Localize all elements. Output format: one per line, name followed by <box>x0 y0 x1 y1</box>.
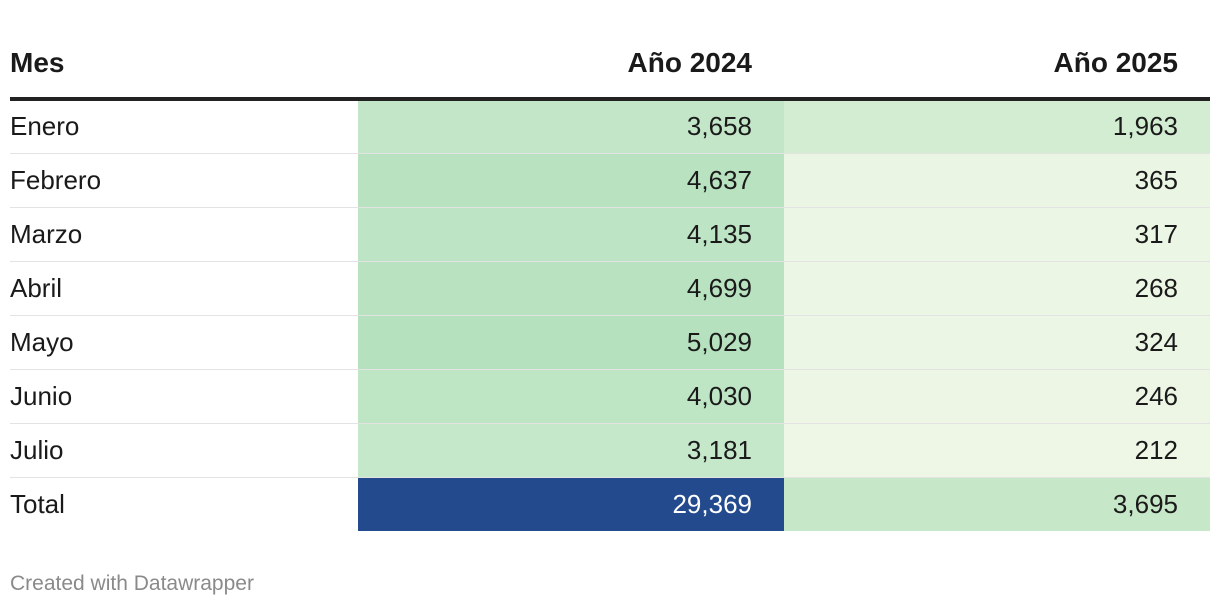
cell-2025: 1,963 <box>784 99 1210 154</box>
cell-month: Abril <box>10 261 358 316</box>
table-row: Enero 3,658 1,963 <box>10 99 1210 154</box>
cell-2024: 4,699 <box>358 261 784 316</box>
cell-2024: 5,029 <box>358 315 784 370</box>
cell-month: Enero <box>10 99 358 154</box>
cell-2024: 4,135 <box>358 207 784 262</box>
cell-2025: 317 <box>784 207 1210 262</box>
cell-2025: 268 <box>784 261 1210 316</box>
cell-2025: 365 <box>784 153 1210 208</box>
column-header-2024[interactable]: Año 2024 <box>358 0 784 101</box>
data-table: Mes Año 2024 Año 2025 Enero 3,658 1,963 Feb… <box>10 0 1210 531</box>
table-body: Enero 3,658 1,963 Febrero 4,637 365 Marzo 4,135… <box>10 99 1210 531</box>
cell-2024: 29,369 <box>358 477 784 531</box>
cell-2024: 3,658 <box>358 99 784 154</box>
cell-month: Mayo <box>10 315 358 370</box>
column-header-month[interactable]: Mes <box>10 0 358 101</box>
table-row: Febrero 4,637 365 <box>10 153 1210 208</box>
cell-2025: 246 <box>784 369 1210 424</box>
cell-month: Junio <box>10 369 358 424</box>
table-row: Abril 4,699 268 <box>10 261 1210 316</box>
table-row-total: Total 29,369 3,695 <box>10 477 1210 531</box>
cell-2024: 4,030 <box>358 369 784 424</box>
cell-2025: 324 <box>784 315 1210 370</box>
cell-2024: 3,181 <box>358 423 784 478</box>
credit-text[interactable]: Created with Datawrapper <box>10 572 254 595</box>
table-chart: Mes Año 2024 Año 2025 Enero 3,658 1,963 Feb… <box>10 0 1210 531</box>
cell-2024: 4,637 <box>358 153 784 208</box>
table-row: Mayo 5,029 324 <box>10 315 1210 370</box>
table-row: Junio 4,030 246 <box>10 369 1210 424</box>
cell-month: Total <box>10 488 65 519</box>
table-row: Marzo 4,135 317 <box>10 207 1210 262</box>
table-row: Julio 3,181 212 <box>10 423 1210 478</box>
cell-2025: 212 <box>784 423 1210 478</box>
cell-2025: 3,695 <box>784 477 1210 531</box>
column-header-2025[interactable]: Año 2025 <box>784 0 1210 101</box>
cell-month: Febrero <box>10 153 358 208</box>
table-header-row: Mes Año 2024 Año 2025 <box>10 0 1210 101</box>
cell-month: Marzo <box>10 207 358 262</box>
cell-month: Julio <box>10 423 358 478</box>
